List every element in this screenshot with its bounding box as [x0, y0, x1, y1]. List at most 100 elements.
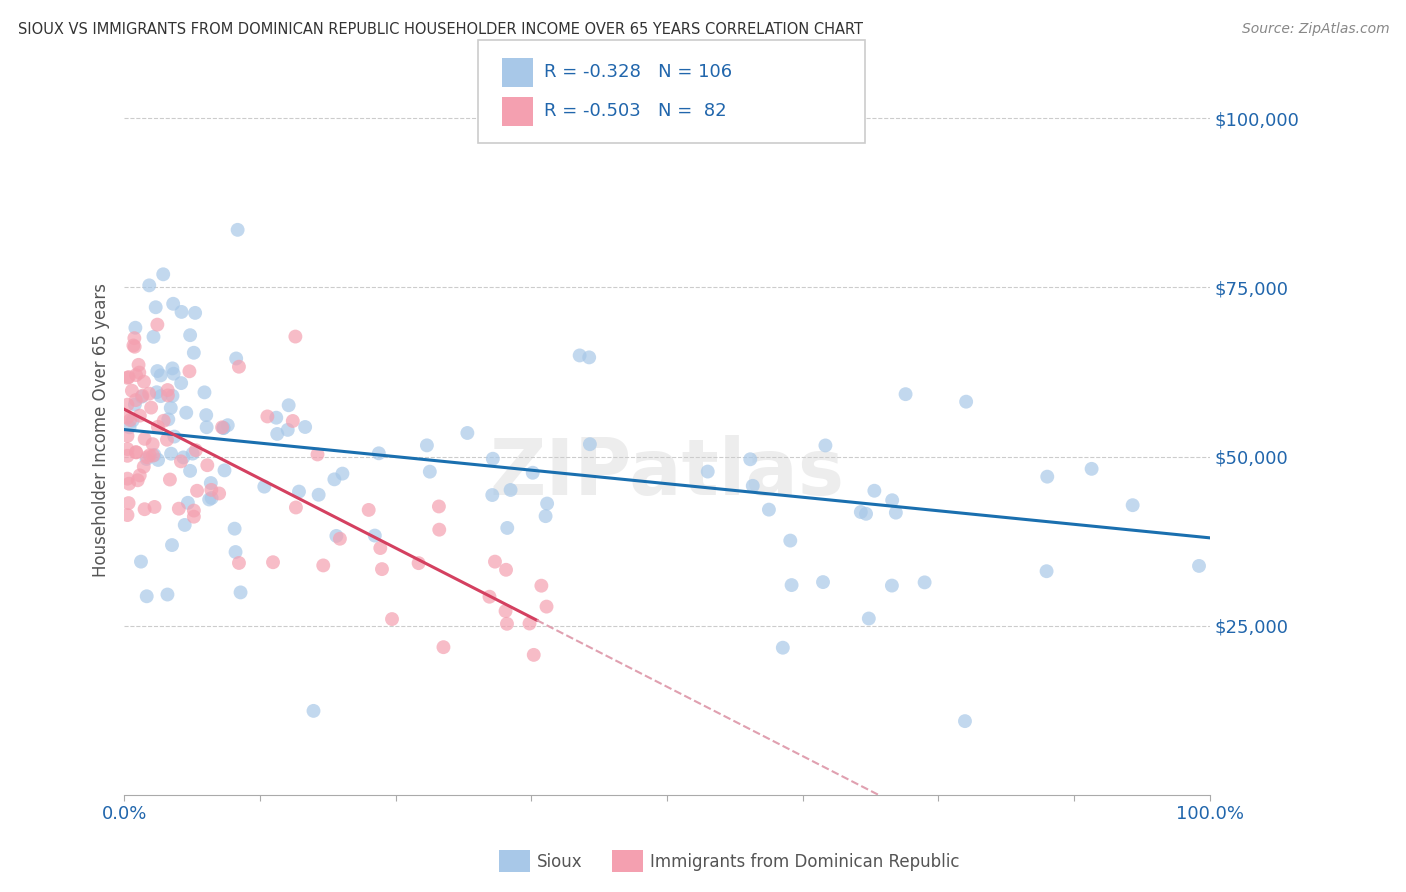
Point	[364, 528, 387, 542]
Point	[408, 556, 430, 570]
Point	[121, 414, 143, 428]
Point	[128, 366, 150, 380]
Point	[125, 393, 148, 408]
Point	[522, 466, 544, 480]
Point	[117, 410, 139, 425]
Point	[495, 563, 517, 577]
Point	[146, 318, 169, 332]
Point	[955, 394, 977, 409]
Point	[536, 497, 558, 511]
Point	[228, 556, 250, 570]
Point	[179, 364, 201, 378]
Text: SIOUX VS IMMIGRANTS FROM DOMINICAN REPUBLIC HOUSEHOLDER INCOME OVER 65 YEARS COR: SIOUX VS IMMIGRANTS FROM DOMINICAN REPUB…	[18, 22, 863, 37]
Point	[170, 376, 193, 390]
Point	[772, 640, 794, 655]
Point	[357, 503, 380, 517]
Point	[481, 488, 503, 502]
Point	[371, 562, 394, 576]
Point	[225, 351, 247, 366]
Point	[368, 541, 391, 555]
Point	[146, 364, 169, 378]
Point	[484, 555, 506, 569]
Point	[152, 414, 174, 428]
Point	[117, 472, 139, 486]
Point	[146, 419, 169, 434]
Point	[146, 453, 169, 467]
Point	[294, 420, 316, 434]
Point	[214, 463, 236, 477]
Point	[159, 401, 181, 415]
Point	[135, 452, 157, 467]
Point	[195, 420, 218, 434]
Point	[277, 423, 299, 437]
Point	[880, 578, 903, 592]
Point	[149, 389, 172, 403]
Point	[127, 473, 149, 487]
Point	[811, 575, 834, 590]
Point	[325, 529, 347, 543]
Point	[432, 640, 454, 655]
Point	[142, 330, 165, 344]
Point	[1036, 469, 1059, 483]
Point	[195, 458, 218, 473]
Point	[136, 450, 159, 465]
Point	[163, 429, 186, 443]
Point	[156, 388, 179, 402]
Point	[157, 412, 180, 426]
Point	[174, 406, 197, 420]
Point	[117, 508, 139, 522]
Point	[160, 447, 183, 461]
Point	[135, 589, 157, 603]
Point	[568, 348, 591, 362]
Text: Immigrants from Dominican Republic: Immigrants from Dominican Republic	[650, 853, 959, 871]
Point	[208, 486, 231, 500]
Point	[156, 383, 179, 397]
Point	[195, 408, 218, 422]
Point	[117, 449, 139, 463]
Point	[131, 390, 153, 404]
Point	[381, 612, 404, 626]
Point	[124, 340, 146, 354]
Point	[156, 433, 179, 447]
Point	[519, 616, 541, 631]
Point	[183, 509, 205, 524]
Point	[849, 505, 872, 519]
Point	[482, 451, 505, 466]
Point	[416, 438, 439, 452]
Point	[367, 446, 389, 460]
Text: R = -0.503   N =  82: R = -0.503 N = 82	[544, 103, 727, 120]
Point	[884, 506, 907, 520]
Point	[181, 447, 204, 461]
Point	[179, 328, 201, 343]
Point	[228, 359, 250, 374]
Point	[696, 465, 718, 479]
Point	[184, 443, 207, 458]
Point	[277, 398, 299, 412]
Point	[132, 459, 155, 474]
Point	[882, 493, 904, 508]
Point	[117, 398, 139, 412]
Point	[149, 368, 172, 383]
Point	[125, 368, 148, 382]
Point	[138, 386, 160, 401]
Point	[312, 558, 335, 573]
Point	[170, 305, 193, 319]
Point	[183, 503, 205, 517]
Point	[131, 389, 153, 403]
Point	[162, 361, 184, 376]
Point	[125, 445, 148, 459]
Point	[124, 320, 146, 334]
Point	[159, 473, 181, 487]
Point	[134, 432, 156, 446]
Point	[145, 385, 167, 400]
Point	[741, 479, 763, 493]
Point	[496, 521, 519, 535]
Point	[143, 448, 166, 462]
Text: R = -0.328   N = 106: R = -0.328 N = 106	[544, 63, 733, 81]
Point	[953, 714, 976, 728]
Point	[229, 585, 252, 599]
Point	[170, 454, 193, 468]
Point	[143, 500, 166, 514]
Text: Source: ZipAtlas.com: Source: ZipAtlas.com	[1241, 22, 1389, 37]
Text: Sioux: Sioux	[537, 853, 582, 871]
